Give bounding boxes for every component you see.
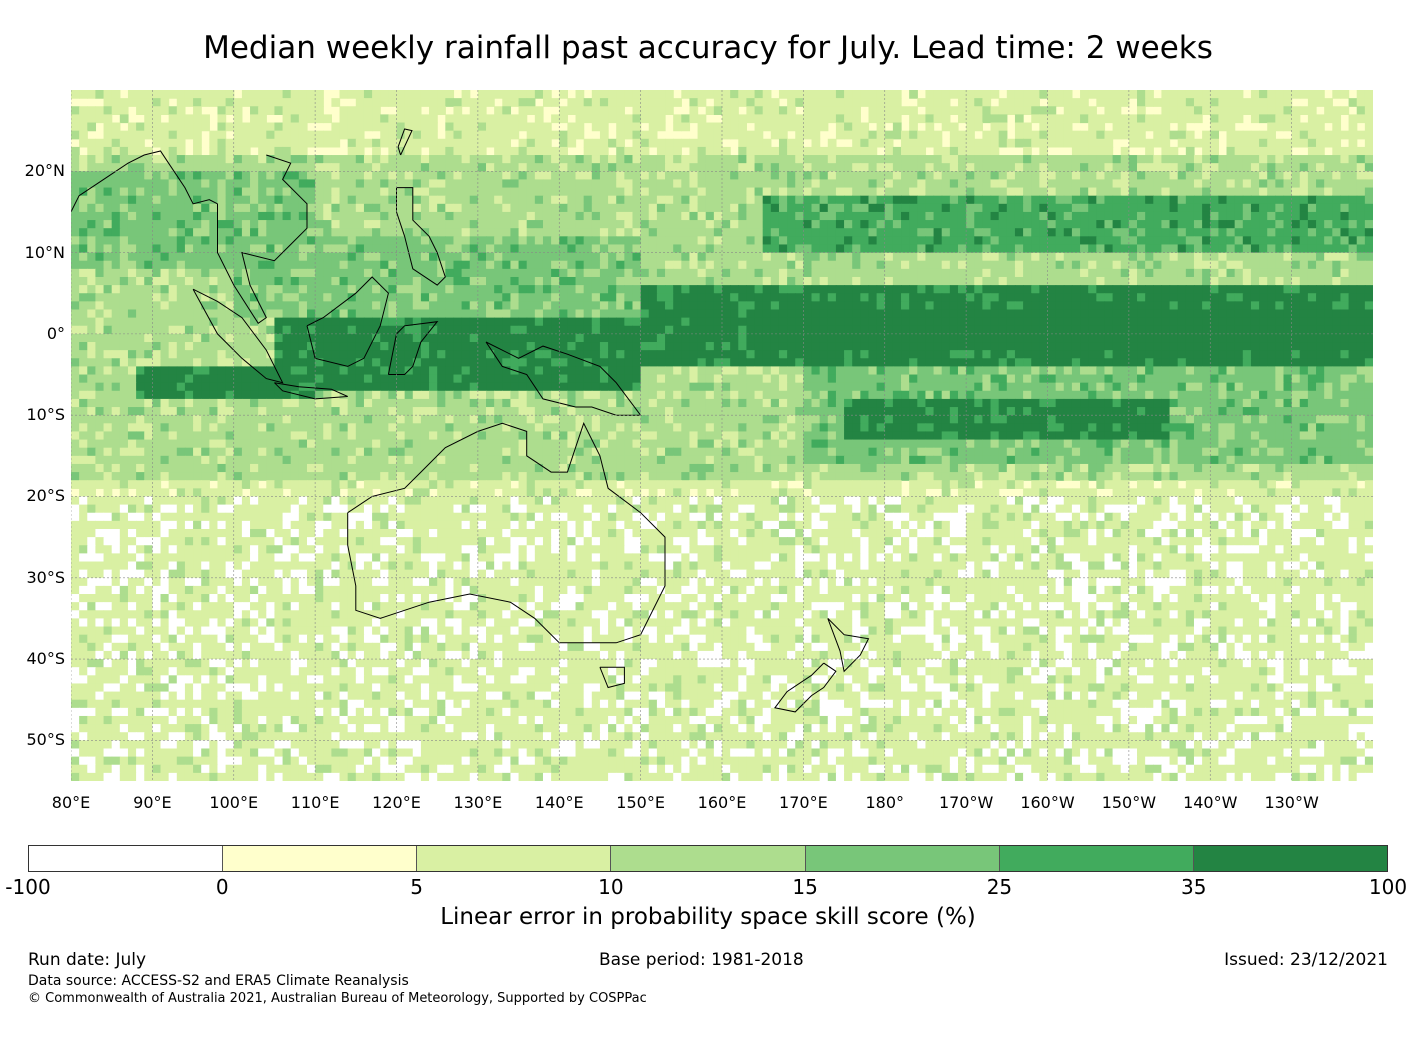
copyright: © Commonwealth of Australia 2021, Austra… xyxy=(28,991,647,1006)
colorbar-segment xyxy=(999,846,1194,871)
coastline xyxy=(192,288,284,384)
longitude-label: 160°E xyxy=(697,793,747,812)
skill-grid xyxy=(71,90,1373,781)
issued-date: Issued: 23/12/2021 xyxy=(1224,950,1388,970)
coastline xyxy=(71,150,218,213)
latitude-label: 20°S xyxy=(26,486,65,506)
coastline xyxy=(827,618,870,673)
coastline xyxy=(274,382,348,400)
longitude-label: 100°E xyxy=(209,793,259,812)
colorbar-tick-label: 100 xyxy=(1368,875,1408,899)
longitude-label: 130°E xyxy=(453,793,503,812)
coastline xyxy=(599,666,625,689)
colorbar-tick-label: 5 xyxy=(410,875,423,899)
latitude-label: 30°S xyxy=(26,567,65,587)
coastline xyxy=(396,187,446,286)
data-source: Data source: ACCESS-S2 and ERA5 Climate … xyxy=(28,973,409,989)
base-period: Base period: 1981-2018 xyxy=(599,950,804,970)
longitude-label: 180° xyxy=(865,793,905,812)
longitude-label: 110°E xyxy=(290,793,340,812)
longitude-label: 170°W xyxy=(938,793,994,812)
latitude-label: 50°S xyxy=(26,730,65,750)
colorbar-tick-label: -100 xyxy=(5,875,51,899)
longitude-label: 90°E xyxy=(133,793,172,812)
longitude-label: 80°E xyxy=(51,793,91,812)
longitude-label: 140°W xyxy=(1183,793,1238,812)
colorbar-segment xyxy=(805,846,1000,871)
longitude-label: 170°E xyxy=(779,793,828,812)
colorbar-segment xyxy=(417,846,612,871)
coastline xyxy=(397,128,413,156)
latitude-label: 10°S xyxy=(26,405,65,425)
colorbar-tick-label: 15 xyxy=(792,875,818,899)
latitude-label: 0° xyxy=(46,323,65,343)
longitude-label: 150°E xyxy=(616,793,665,812)
gridlines xyxy=(71,90,1373,781)
colorbar-label: Linear error in probability space skill … xyxy=(440,904,976,930)
coastline xyxy=(774,662,837,713)
skill-score-map xyxy=(71,90,1373,781)
map-title: Median weekly rainfall past accuracy for… xyxy=(203,30,1213,66)
colorbar xyxy=(28,845,1388,872)
longitude-label: 130°W xyxy=(1264,793,1319,812)
coastline xyxy=(387,321,439,375)
longitude-label: 140°E xyxy=(534,793,584,812)
longitude-label: 120°E xyxy=(372,793,421,812)
latitude-label: 10°N xyxy=(24,242,65,262)
longitude-label: 150°W xyxy=(1101,793,1157,812)
map-canvas xyxy=(71,90,1373,781)
colorbar-segment xyxy=(1193,846,1387,871)
colorbar-segment xyxy=(29,846,224,871)
coastline xyxy=(306,276,389,367)
colorbar-tick-label: 35 xyxy=(1180,875,1207,899)
coastline xyxy=(217,154,308,325)
colorbar-segment xyxy=(223,846,418,871)
colorbar-tick-label: 10 xyxy=(598,875,624,899)
colorbar-segment xyxy=(611,846,806,871)
latitude-label: 20°N xyxy=(24,161,65,181)
colorbar-tick-label: 0 xyxy=(215,875,229,899)
longitude-label: 160°W xyxy=(1020,793,1075,812)
colorbar-tick-label: 25 xyxy=(986,875,1013,899)
latitude-label: 40°S xyxy=(26,649,65,669)
run-date: Run date: July xyxy=(28,950,147,970)
